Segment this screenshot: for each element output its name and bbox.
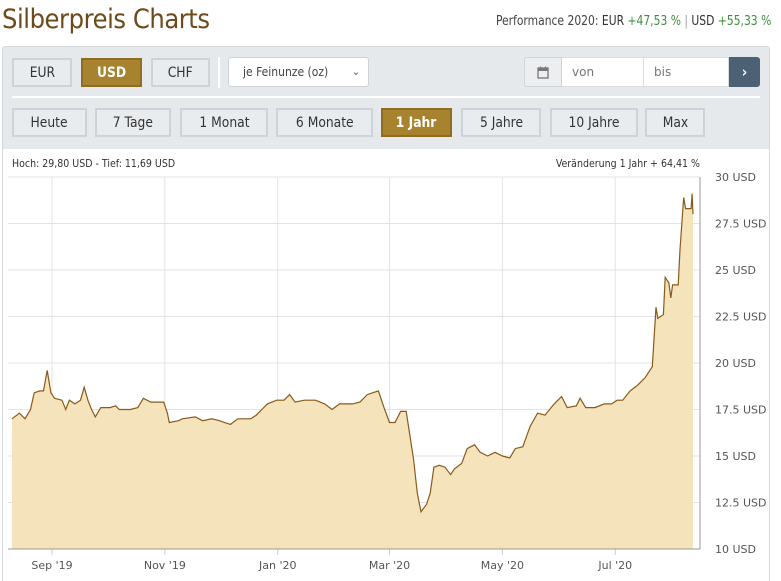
eur-performance: +47,53 % [627,14,681,29]
period-1-monat-button[interactable]: 1 Monat [180,108,268,137]
date-from-input[interactable] [562,57,644,87]
calendar-icon[interactable] [524,57,562,87]
change-info: Veränderung 1 Jahr + 64,41 % [555,158,700,170]
button-label: 1 Monat [198,114,250,131]
x-tick-label: Sep '19 [31,559,72,572]
y-tick-label: 17.5 USD [715,404,767,417]
button-label: 10 Jahre [568,114,620,131]
usd-label: USD [691,14,715,29]
y-tick-label: 27.5 USD [715,218,767,231]
button-label: 1 Jahr [396,114,437,131]
button-label: Heute [30,114,69,131]
x-tick-label: Jul '20 [597,559,632,572]
currency-chf-button[interactable]: CHF [151,58,210,87]
y-tick-label: 15 USD [715,450,756,463]
button-label: 5 Jahre [479,114,523,131]
chart-area [2,148,770,581]
x-tick-label: May '20 [481,559,524,572]
y-tick-label: 30 USD [715,171,756,184]
button-label: USD [96,64,127,81]
currency-usd-button[interactable]: USD [81,58,142,87]
apply-date-button[interactable]: › [729,57,760,87]
price-line [11,193,694,514]
usd-performance: +55,33 % [717,14,771,29]
y-tick-label: 20 USD [715,357,756,370]
period-max-button[interactable]: Max [645,108,705,137]
divider [218,57,220,88]
y-tick-label: 22.5 USD [715,311,767,324]
period-7-tage-button[interactable]: 7 Tage [95,108,171,137]
date-to-input[interactable] [644,57,729,87]
y-tick-label: 12.5 USD [715,497,767,510]
divider: | [684,14,688,29]
button-label: Max [662,114,688,131]
button-label: CHF [168,64,193,81]
performance-label: Performance 2020: [495,14,599,29]
page-title: Silberpreis Charts [2,4,210,35]
period-1-jahr-button[interactable]: 1 Jahr [381,108,452,137]
period-5-jahre-button[interactable]: 5 Jahre [461,108,541,137]
button-label: 6 Monate [295,114,354,131]
button-label: 7 Tage [112,114,154,131]
unit-select[interactable]: je Feinunze (oz) ⌄ [228,57,369,87]
x-tick-label: Mar '20 [369,559,410,572]
performance-summary: Performance 2020: EUR +47,53 % | USD +55… [496,14,771,29]
date-range: › [524,57,760,87]
high-low-info: Hoch: 29,80 USD - Tief: 11,69 USD [12,158,176,170]
y-tick-label: 25 USD [715,264,756,277]
currency-eur-button[interactable]: EUR [12,58,72,87]
period-6-monate-button[interactable]: 6 Monate [276,108,373,137]
chevron-right-icon: › [741,63,748,81]
price-area [12,193,693,549]
divider [12,96,760,98]
unit-select-value: je Feinunze (oz) [243,65,329,79]
eur-label: EUR [601,14,624,29]
x-tick-label: Nov '19 [144,559,186,572]
button-label: EUR [29,64,55,81]
y-tick-label: 10 USD [715,543,756,556]
period-10-jahre-button[interactable]: 10 Jahre [550,108,638,137]
x-tick-label: Jan '20 [258,559,296,572]
chevron-down-icon: ⌄ [351,65,360,78]
period-heute-button[interactable]: Heute [12,108,87,137]
